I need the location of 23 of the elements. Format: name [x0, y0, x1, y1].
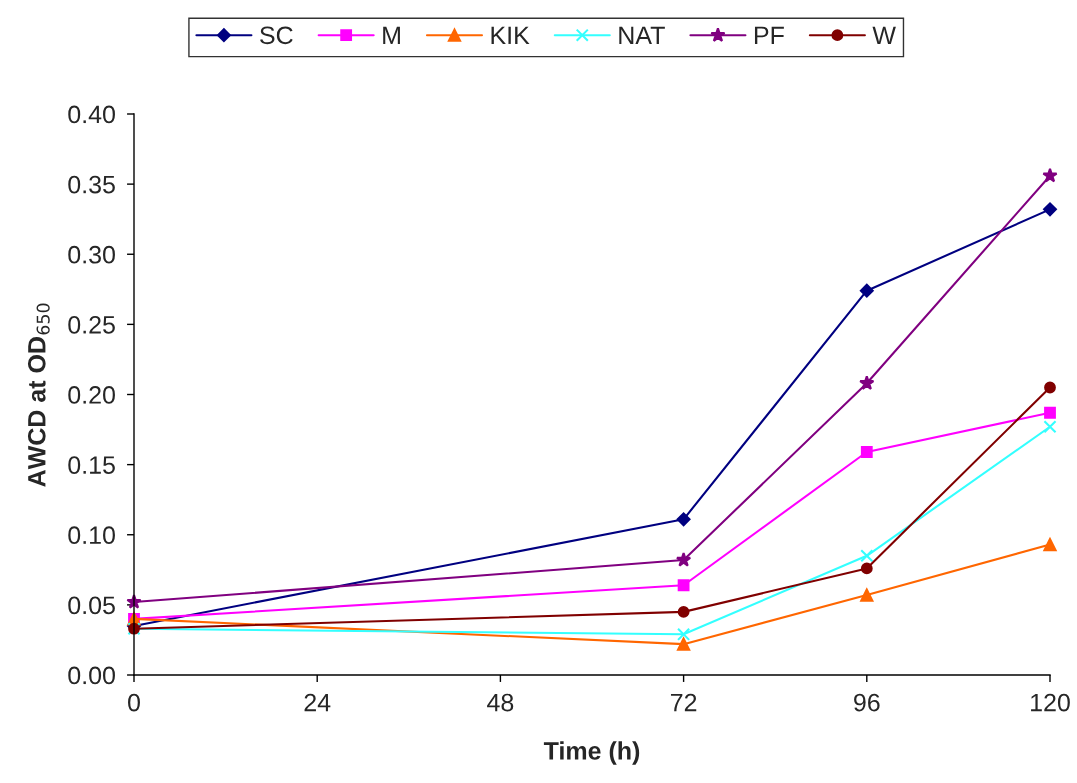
legend-label: NAT — [619, 26, 665, 44]
x-tick-label: 0 — [128, 693, 140, 712]
x-tick-label: 48 — [487, 693, 514, 712]
x-tick-label: 120 — [1031, 693, 1070, 712]
y-tick-label: 0.35 — [68, 175, 115, 194]
y-tick-label: 0.40 — [68, 105, 115, 124]
x-axis-title: Time (h) — [543, 741, 640, 765]
legend-label: SC — [260, 26, 293, 45]
legend-label: PF — [754, 26, 784, 44]
y-tick-label: 0.10 — [68, 526, 115, 545]
y-tick-label: 0.20 — [68, 386, 115, 404]
y-tick-label: 0.30 — [68, 245, 115, 264]
legend-label: W — [872, 26, 896, 44]
legend-label: M — [383, 26, 400, 44]
y-tick-label: 0.15 — [68, 456, 115, 474]
x-tick-label: 72 — [670, 693, 697, 712]
y-tick-label: 0.05 — [68, 596, 115, 615]
y-tick-label: 0.25 — [68, 315, 115, 334]
x-tick-label: 24 — [304, 693, 331, 712]
y-axis-title: AWCD at OD$_{650}$ — [27, 303, 50, 487]
y-tick-label: 0.00 — [68, 666, 115, 685]
legend-label: KIK — [491, 26, 530, 44]
x-tick-label: 96 — [854, 693, 880, 712]
